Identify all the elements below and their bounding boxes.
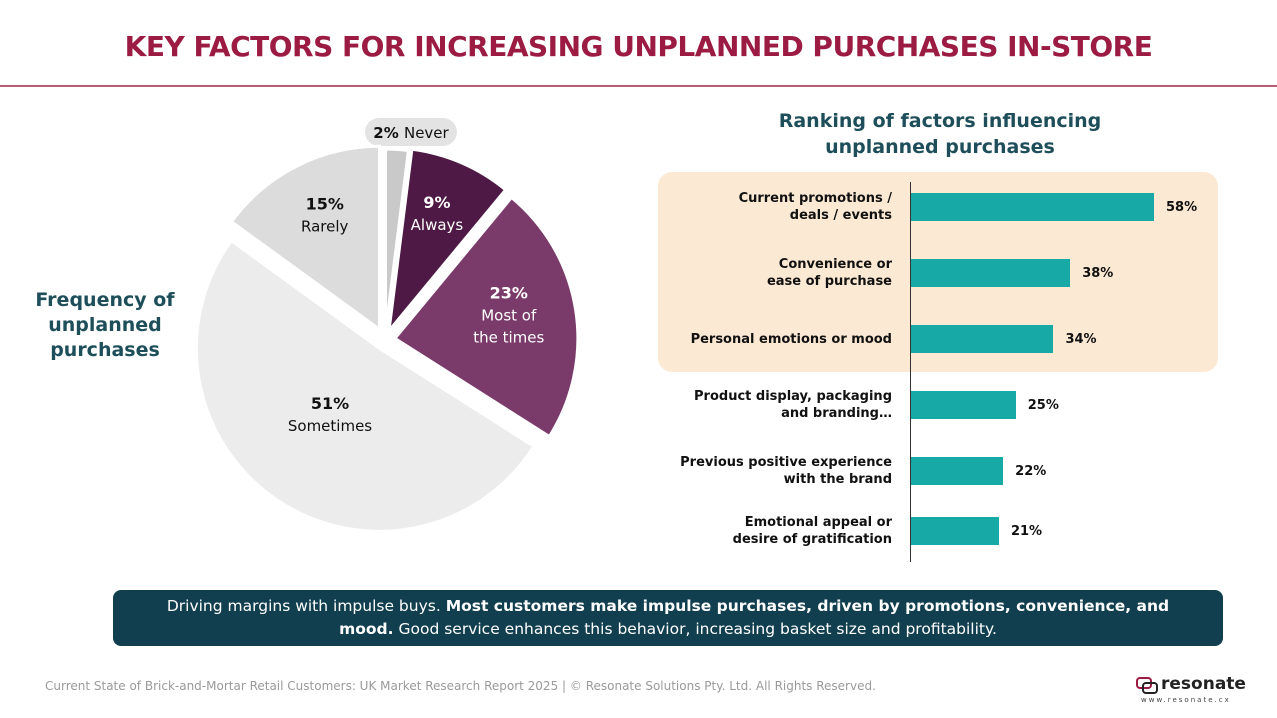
bar	[911, 517, 999, 545]
frequency-pie-chart: 2% Never 9% Always 23% Most of the times 51% So…	[194, 118, 580, 533]
bar	[911, 457, 1004, 485]
bar-value-label: 58%	[1166, 199, 1198, 215]
pie-slice-rarely	[229, 144, 382, 333]
summary-banner: Driving margins with impulse buys. Most …	[113, 590, 1223, 646]
bar-row: Product display, packaging and branding… 2…	[660, 380, 1260, 430]
bar-category-label: Previous positive experience with the bra…	[680, 455, 892, 487]
pie-label-sometimes: Sometimes	[288, 417, 372, 435]
bar-row: Previous positive experience with the bra…	[660, 446, 1260, 496]
pie-value-most-of-the-times: 23%	[490, 283, 528, 302]
summary-tail: Good service enhances this behavior, inc…	[393, 620, 997, 638]
bar-chart-title: Ranking of factors influencing unplanned…	[740, 108, 1140, 160]
pie-label-most-of-the-times: Most of	[481, 306, 537, 324]
bar-title-line: unplanned purchases	[825, 136, 1055, 158]
bar-value-label: 22%	[1015, 463, 1047, 479]
chat-bubble-icon	[1136, 677, 1158, 694]
resonate-logo: resonate www.resonate.cx	[1135, 674, 1255, 710]
bar-value-label: 34%	[1065, 331, 1097, 347]
logo-wordmark: resonate	[1161, 674, 1246, 694]
bar-value-label: 38%	[1082, 265, 1114, 281]
logo-url: www.resonate.cx	[1141, 696, 1231, 704]
pie-value-always: 9%	[423, 193, 450, 212]
bar-row: Emotional appeal or desire of gratificati…	[660, 506, 1260, 556]
bar-value-label: 25%	[1027, 397, 1059, 413]
pie-value-rarely: 15%	[306, 195, 344, 214]
summary-lead: Driving margins with impulse buys.	[166, 597, 446, 615]
pie-title-line: Frequency of	[35, 289, 175, 311]
bar	[911, 325, 1054, 353]
bar-row: Personal emotions or mood 34%	[660, 314, 1260, 364]
bar-value-label: 21%	[1010, 523, 1043, 539]
bar-category-label: Current promotions / deals / events	[738, 191, 892, 223]
page-title: KEY FACTORS FOR INCREASING UNPLANNED PUR…	[124, 30, 1153, 63]
pie-slice-never	[384, 147, 411, 333]
bar-row: Current promotions / deals / events 58%	[660, 182, 1260, 232]
footer-copyright: Current State of Brick-and-Mortar Retail…	[45, 679, 876, 693]
bar	[911, 391, 1016, 419]
pie-label-most-of-the-times: the times	[473, 328, 544, 346]
pie-label-always: Always	[411, 216, 464, 234]
pie-chart-title: Frequency of unplanned purchases	[30, 288, 180, 363]
pie-slice-sometimes	[194, 238, 536, 533]
pie-label-rarely: Rarely	[301, 218, 349, 236]
bar-axis	[910, 182, 911, 562]
bar-category-label: Convenience or ease of purchase	[766, 257, 892, 289]
pie-value-sometimes: 51%	[311, 394, 349, 413]
bar-row: Convenience or ease of purchase 38%	[660, 248, 1260, 298]
bar	[911, 193, 1154, 221]
pie-slice-always	[386, 147, 508, 336]
summary-bold: Most customers make impulse purchases, d…	[339, 597, 1170, 638]
bar-category-label: Emotional appeal or desire of gratificati…	[732, 515, 892, 547]
title-divider	[0, 85, 1277, 87]
pie-slice-most-of-the-times	[392, 195, 580, 439]
pie-title-line: purchases	[50, 339, 160, 361]
bar-title-line: Ranking of factors influencing	[778, 110, 1102, 132]
bar-category-label: Product display, packaging and branding…	[694, 389, 892, 421]
pie-label-never: 2% Never	[373, 124, 449, 142]
bar	[911, 259, 1071, 287]
never-callout-badge	[365, 118, 457, 146]
bar-category-label: Personal emotions or mood	[690, 331, 892, 347]
pie-title-line: unplanned	[48, 314, 162, 336]
